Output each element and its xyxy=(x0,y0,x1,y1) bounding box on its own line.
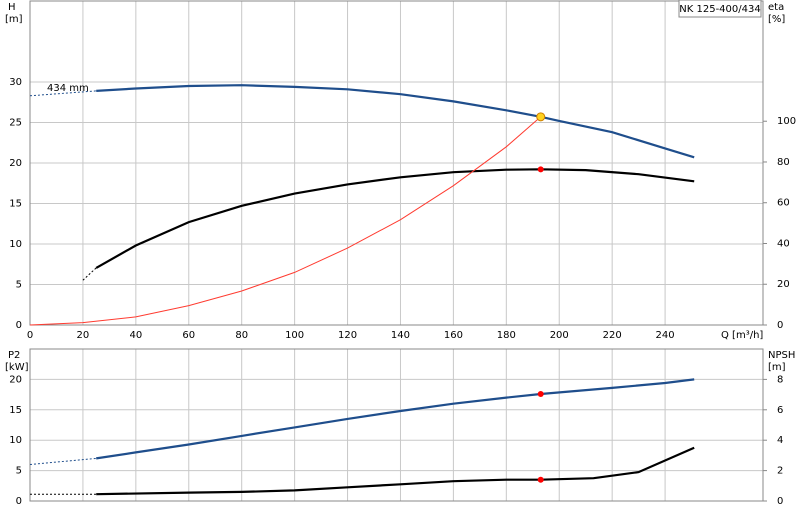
y2-tick-label: 0 xyxy=(777,320,783,331)
plot-frame xyxy=(29,0,764,326)
y-tick-label: 0 xyxy=(16,320,22,331)
y-axis-label: P2 xyxy=(8,350,20,361)
series-line xyxy=(29,90,97,97)
x-tick-label: 120 xyxy=(338,330,357,341)
y2-tick-label: 4 xyxy=(777,435,783,446)
y2-axis-unit: [m] xyxy=(768,362,786,373)
y2-axis-label: NPSH xyxy=(768,350,795,361)
y2-tick-label: 100 xyxy=(777,116,796,127)
y-tick-label: 15 xyxy=(9,199,22,210)
y-tick-label: 20 xyxy=(9,374,22,385)
operating-point xyxy=(537,476,544,483)
series-line xyxy=(29,457,97,465)
y-tick-label: 20 xyxy=(9,158,22,169)
y2-tick-label: 2 xyxy=(777,466,783,477)
y2-tick-label: 0 xyxy=(777,496,783,507)
title-box xyxy=(678,0,762,18)
y2-axis-label: eta xyxy=(768,2,784,13)
y2-tick-label: 20 xyxy=(777,279,790,290)
y2-tick-label: 40 xyxy=(777,238,790,249)
x-tick-label: 100 xyxy=(285,330,304,341)
x-axis-label: Q [m³/h] xyxy=(721,330,763,341)
series-line xyxy=(95,168,695,269)
y-tick-label: 30 xyxy=(9,77,22,88)
x-tick-label: 60 xyxy=(182,330,195,341)
x-tick-label: 20 xyxy=(77,330,90,341)
y-axis-label: H xyxy=(8,2,16,13)
y-tick-label: 5 xyxy=(16,466,22,477)
x-tick-label: 80 xyxy=(235,330,248,341)
y2-tick-label: 80 xyxy=(777,157,790,168)
y2-axis-unit: [%] xyxy=(768,14,785,25)
operating-point xyxy=(537,166,544,173)
y-tick-label: 10 xyxy=(9,435,22,446)
y-tick-label: 0 xyxy=(16,496,22,507)
series-line xyxy=(96,446,695,496)
x-tick-label: 240 xyxy=(656,330,675,341)
y-axis-unit: [m] xyxy=(5,14,23,25)
x-tick-label: 140 xyxy=(391,330,410,341)
y-tick-label: 15 xyxy=(9,405,22,416)
series-line xyxy=(29,116,542,326)
series-line xyxy=(82,267,97,281)
series-line xyxy=(96,378,695,460)
curve-annotation: 434 mm xyxy=(47,83,89,94)
x-tick-label: 180 xyxy=(497,330,516,341)
y-tick-label: 10 xyxy=(9,239,22,250)
series-line xyxy=(96,84,695,159)
y-axis-unit: [kW] xyxy=(5,362,29,373)
x-tick-label: 40 xyxy=(129,330,142,341)
y-tick-label: 25 xyxy=(9,118,22,129)
plot-frame xyxy=(29,348,764,502)
x-tick-label: 0 xyxy=(27,330,33,341)
y2-tick-label: 60 xyxy=(777,198,790,209)
x-tick-label: 200 xyxy=(550,330,569,341)
operating-point xyxy=(537,390,544,397)
x-tick-label: 160 xyxy=(444,330,463,341)
y2-tick-label: 8 xyxy=(777,374,783,385)
chart-title: NK 125-400/434 xyxy=(679,4,760,15)
y-tick-label: 5 xyxy=(16,280,22,291)
operating-point xyxy=(536,112,546,122)
x-tick-label: 220 xyxy=(603,330,622,341)
y2-tick-label: 6 xyxy=(777,405,783,416)
